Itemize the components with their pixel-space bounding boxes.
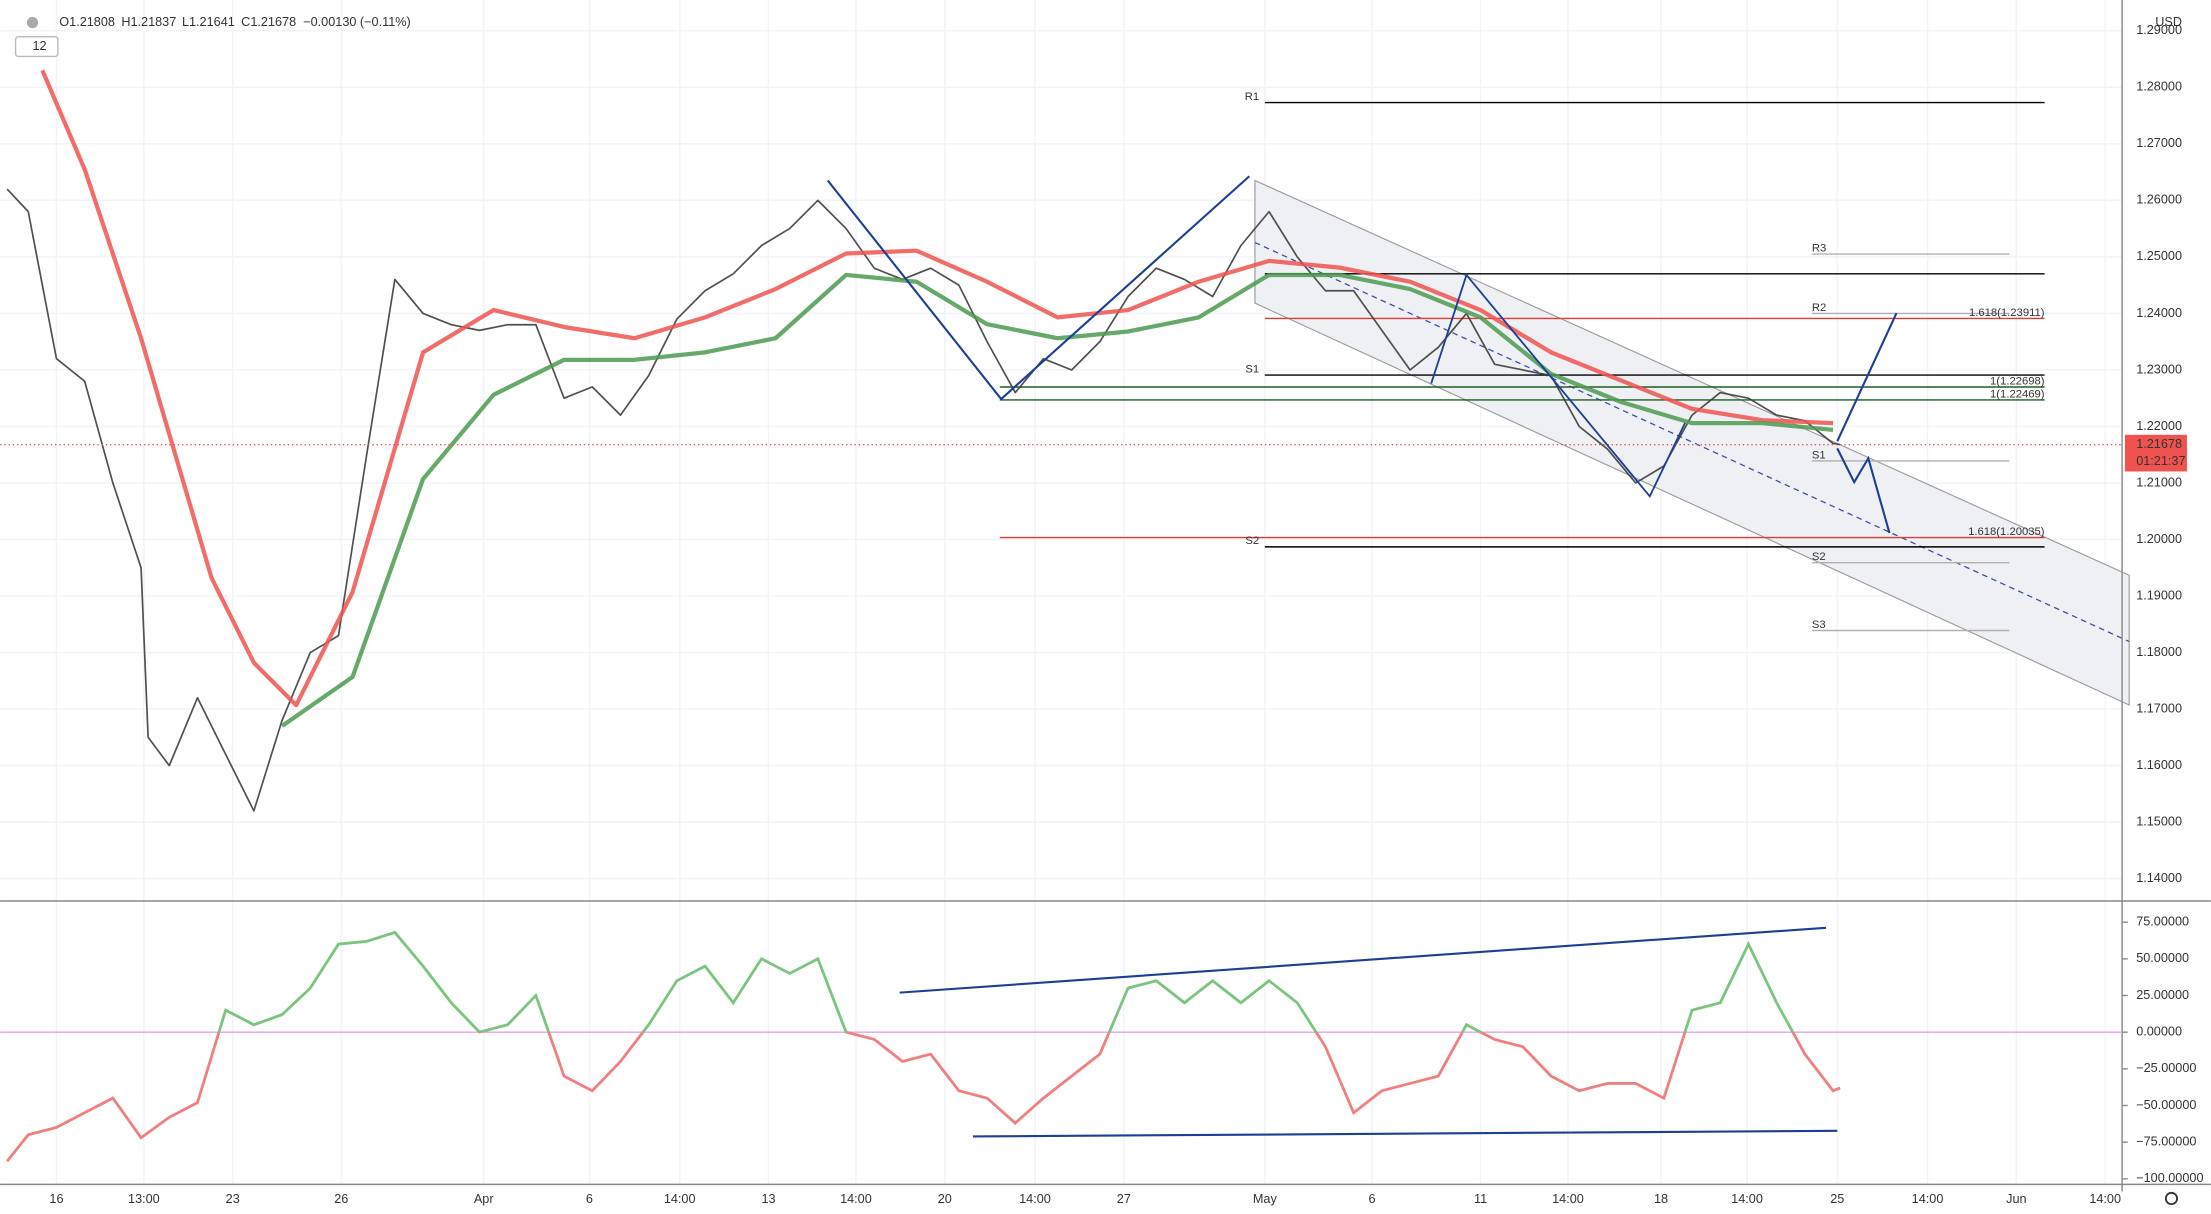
y-tick-label: 1.15000 xyxy=(2136,814,2182,828)
y-tick-label: 1.18000 xyxy=(2136,645,2182,659)
pivot-label: S2 xyxy=(1812,551,1826,563)
x-tick-label: 13:00 xyxy=(128,1192,160,1206)
ohlc-close: C1.21678 xyxy=(241,15,296,29)
level-label: S2 xyxy=(1245,535,1259,547)
y-tick-label: 1.27000 xyxy=(2136,136,2182,150)
pattern-line xyxy=(1430,273,1686,499)
pivot-label: S1 xyxy=(1812,449,1826,461)
pivot-label: S3 xyxy=(1812,619,1826,631)
y-tick-label: 1.28000 xyxy=(2136,80,2182,94)
y-tick-label: 1.22000 xyxy=(2136,419,2182,433)
x-tick-label: Jun xyxy=(2006,1192,2026,1206)
x-tick-label: 14:00 xyxy=(1552,1192,1584,1206)
x-tick-label: 11 xyxy=(1474,1192,1487,1206)
y-tick-label: 1.17000 xyxy=(2136,701,2182,715)
trend-line xyxy=(972,1129,1838,1138)
x-tick-label: 14:00 xyxy=(664,1192,696,1206)
x-tick-label: 14:00 xyxy=(840,1192,872,1206)
x-tick-label: 18 xyxy=(1654,1192,1668,1206)
ohlc-open: O1.21808 xyxy=(59,15,115,29)
x-tick-label: 20 xyxy=(938,1192,952,1206)
countdown: 01:21:37 xyxy=(2136,454,2185,468)
interval[interactable]: 12 xyxy=(32,39,46,53)
y-tick-label: 1.16000 xyxy=(2136,758,2182,772)
level-label: R1 xyxy=(1245,91,1259,103)
y-tick-label: 1.23000 xyxy=(2136,362,2182,376)
plot xyxy=(0,69,2123,812)
last-price-label: 1.21678 xyxy=(2136,437,2182,451)
x-tick-label: 14:00 xyxy=(1019,1192,1051,1206)
pivot-label: R3 xyxy=(1812,242,1826,254)
series-line xyxy=(280,272,1834,728)
y-tick-label: −25.00000 xyxy=(2136,1061,2196,1075)
y-tick-label: 0.00000 xyxy=(2136,1025,2182,1039)
y-tick-label: 1.26000 xyxy=(2136,193,2182,207)
level-label: 1(1.22698) xyxy=(1990,375,2045,387)
x-tick-label: 25 xyxy=(1830,1192,1844,1206)
y-tick-label: 1.29000 xyxy=(2136,23,2182,37)
y-tick-label: −100.00000 xyxy=(2136,1171,2203,1185)
interval-box[interactable] xyxy=(14,35,59,58)
level-label: 1.618(1.23911) xyxy=(1969,307,2045,319)
last-price-box xyxy=(2124,434,2187,472)
x-tick-label: 14:00 xyxy=(2089,1192,2121,1206)
y-tick-label: 1.25000 xyxy=(2136,249,2182,263)
pivot-label: R2 xyxy=(1812,302,1826,314)
projection-line xyxy=(1836,312,1898,442)
symbol-icon[interactable] xyxy=(26,16,39,29)
channel-mid xyxy=(1254,241,2130,643)
x-tick-label: 27 xyxy=(1117,1192,1131,1206)
level-label: 1.618(1.20035) xyxy=(1968,526,2045,538)
y-tick-label: 25.00000 xyxy=(2136,988,2189,1002)
x-tick-label: 14:00 xyxy=(1731,1192,1763,1206)
y-tick-label: 1.20000 xyxy=(2136,532,2182,546)
axes: 16 13:00 23 26 Apr 6 14:00 13 14:00 20 14:00 27 May 6… xyxy=(49,23,2203,1206)
y-tick-label: 75.00000 xyxy=(2136,915,2189,929)
series-line xyxy=(6,188,1841,812)
y-tick-label: 50.00000 xyxy=(2136,951,2189,965)
oscillator-line-above xyxy=(217,930,1795,1033)
oscillator xyxy=(0,930,2123,1163)
level-label: 1(1.22469) xyxy=(1990,388,2045,400)
ohlc-change: −0.00130 (−0.11%) xyxy=(303,15,411,29)
y-tick-label: −75.00000 xyxy=(2136,1135,2196,1149)
currency: USD xyxy=(2155,15,2182,29)
x-tick-label: 6 xyxy=(1368,1192,1375,1206)
ohlc-high: H1.21837 xyxy=(121,15,176,29)
y-tick-label: −50.00000 xyxy=(2136,1098,2196,1112)
x-tick-label: 16 xyxy=(49,1192,63,1206)
x-tick-label: 6 xyxy=(586,1192,593,1206)
pattern-line xyxy=(826,175,1251,401)
x-tick-label: 14:00 xyxy=(1912,1192,1944,1206)
y-tick-label: 1.14000 xyxy=(2136,871,2182,885)
series-line xyxy=(40,69,1834,708)
grid xyxy=(0,0,2123,1185)
y-tick-label: 1.19000 xyxy=(2136,588,2182,602)
x-tick-label: Apr xyxy=(474,1192,494,1206)
x-tick-label: 26 xyxy=(334,1192,348,1206)
x-tick-label: May xyxy=(1253,1192,1278,1206)
ohlc-low: L1.21641 xyxy=(182,15,235,29)
x-tick-label: 23 xyxy=(226,1192,240,1206)
level-label: S1 xyxy=(1245,363,1259,375)
y-tick-label: 1.24000 xyxy=(2136,306,2182,320)
x-tick-label: 13 xyxy=(761,1192,775,1206)
oscillator-line-below xyxy=(6,1032,1841,1163)
projection-line xyxy=(1836,447,1891,534)
settings-icon[interactable] xyxy=(2164,1191,2179,1206)
y-tick-label: 1.21000 xyxy=(2136,475,2182,489)
trend-line xyxy=(899,926,1827,994)
